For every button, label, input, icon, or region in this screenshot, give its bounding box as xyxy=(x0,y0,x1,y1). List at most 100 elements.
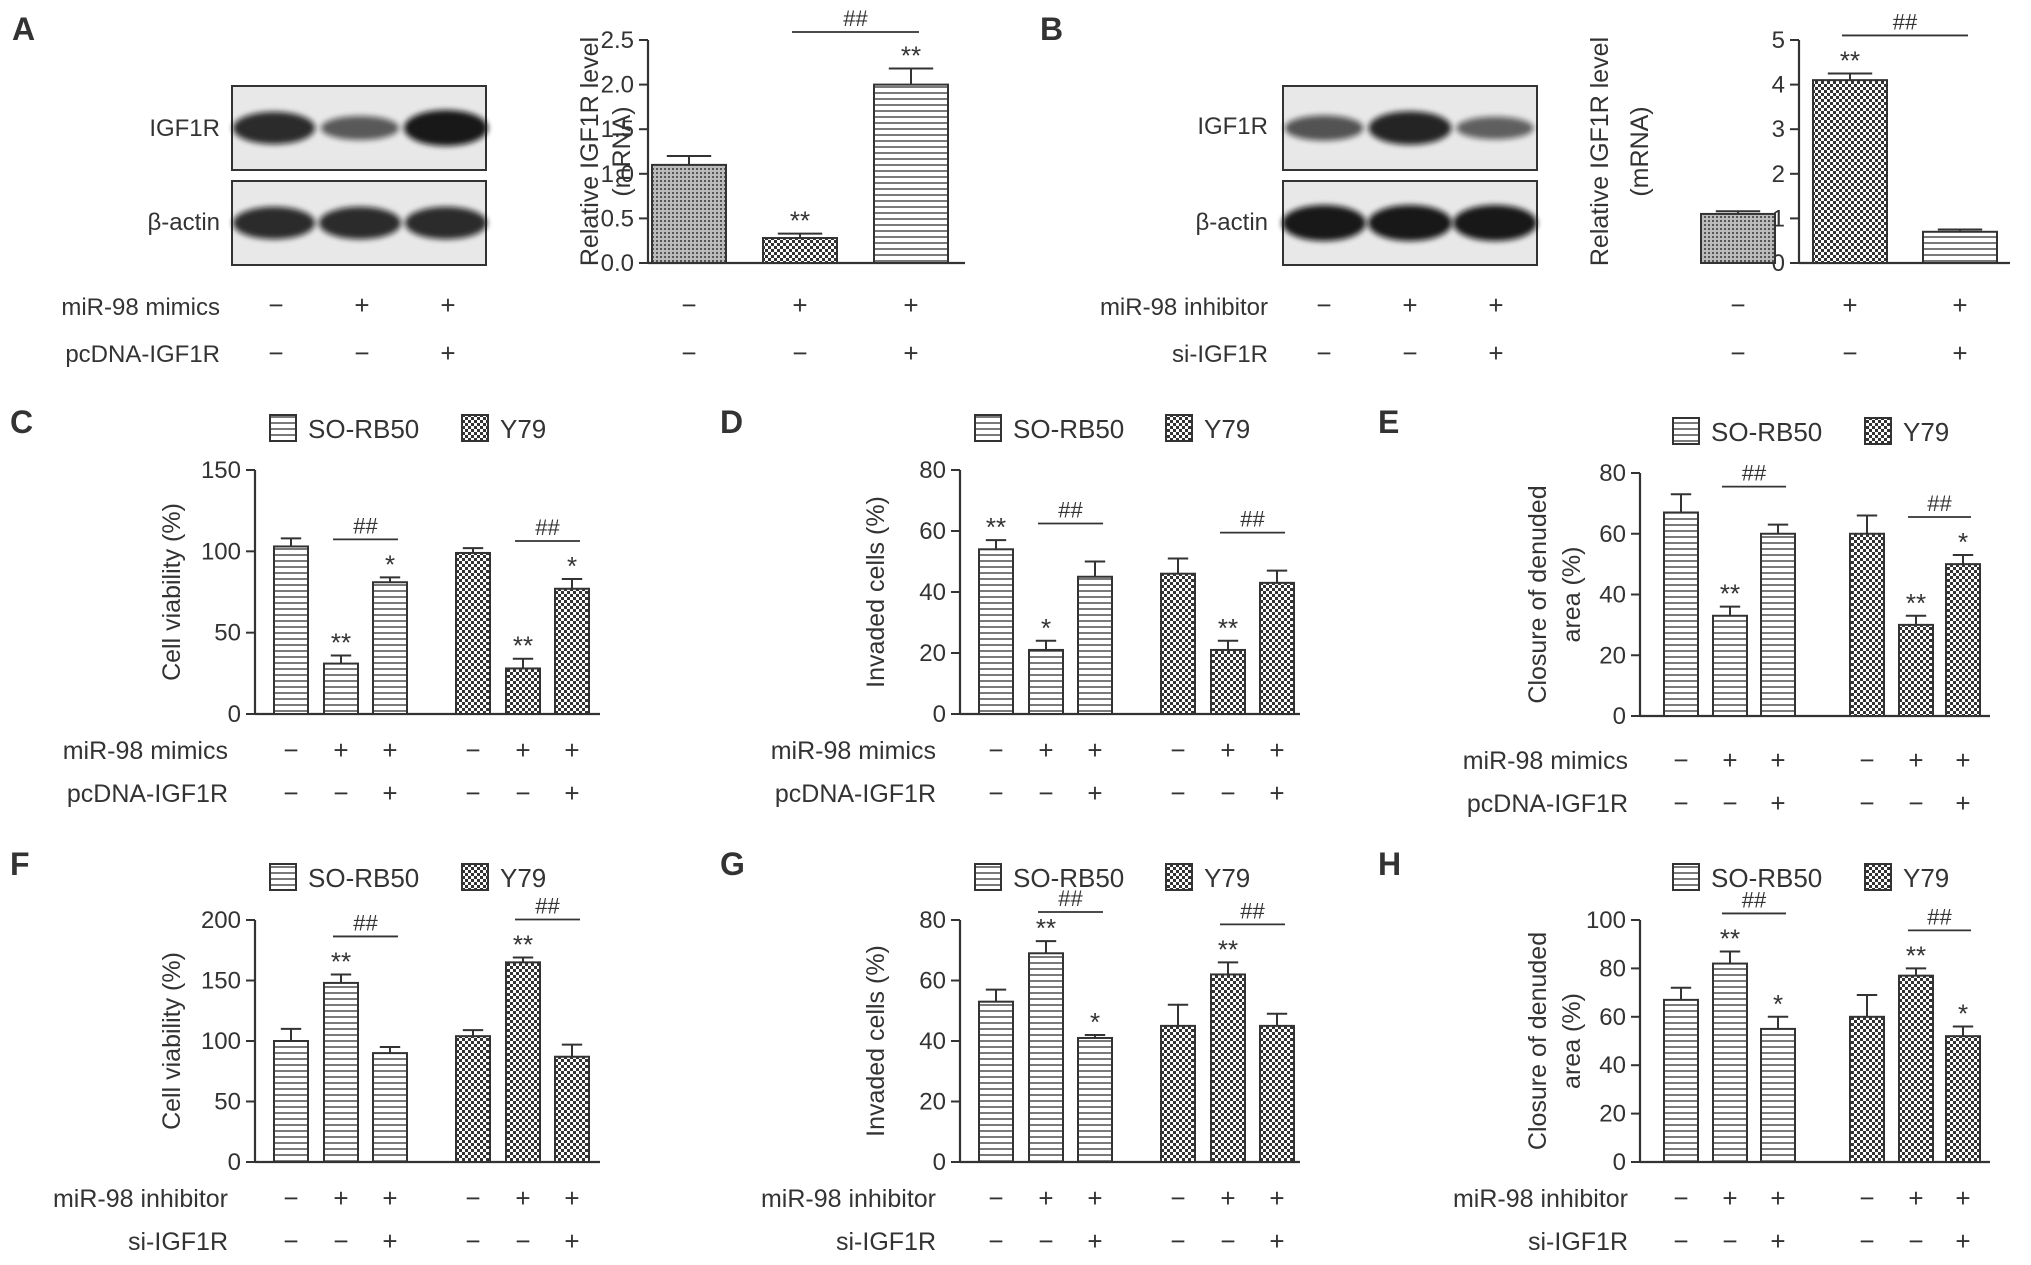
significance-label: * xyxy=(1958,998,1968,1028)
bar xyxy=(1945,563,1981,717)
condition-mark: + xyxy=(1770,788,1785,818)
condition-mark: − xyxy=(1170,1226,1185,1256)
condition-mark: + xyxy=(1402,290,1417,320)
blot-band xyxy=(1456,116,1534,140)
legend-f: SO-RB50 Y79 xyxy=(269,863,546,893)
significance-label: ** xyxy=(1218,934,1238,964)
bar xyxy=(1898,974,1934,1163)
bracket-label: ## xyxy=(1058,886,1083,911)
condition-mark: − xyxy=(681,290,696,320)
condition-mark: − xyxy=(1730,338,1745,368)
condition-mark: − xyxy=(1316,338,1331,368)
bar xyxy=(1028,952,1064,1164)
blot-band xyxy=(1284,115,1364,141)
condition-mark: + xyxy=(1770,1183,1785,1213)
condition-label: miR-98 mimics xyxy=(1463,747,1628,775)
y-tick-label: 40 xyxy=(919,579,946,606)
condition-mark: + xyxy=(1269,1226,1284,1256)
bar xyxy=(1700,212,1776,265)
bar xyxy=(1210,973,1246,1164)
bar xyxy=(323,981,359,1163)
blot-condition-label-2: si-IGF1R xyxy=(1172,341,1268,368)
condition-mark: + xyxy=(1488,338,1503,368)
y-tick-label: 60 xyxy=(919,968,946,995)
y-tick-label: 1.0 xyxy=(601,161,634,188)
condition-mark: + xyxy=(354,290,369,320)
bar xyxy=(273,1040,309,1163)
y-axis-label: Cell viability (%) xyxy=(158,503,186,681)
condition-label: miR-98 inhibitor xyxy=(1453,1185,1628,1213)
condition-mark: + xyxy=(382,735,397,765)
blot-label-actin: β-actin xyxy=(148,209,221,236)
panel-letter-a: A xyxy=(12,11,35,47)
condition-mark: + xyxy=(1770,745,1785,775)
y-tick-label: 150 xyxy=(201,968,241,995)
condition-mark: + xyxy=(1722,1183,1737,1213)
y-tick-label: 20 xyxy=(919,640,946,667)
significance-label: * xyxy=(1041,613,1051,643)
condition-mark: − xyxy=(465,735,480,765)
condition-mark: − xyxy=(1220,778,1235,808)
significance-label: ** xyxy=(331,946,351,976)
bar xyxy=(1945,1035,1981,1164)
bar xyxy=(1760,1027,1796,1164)
condition-mark: + xyxy=(1087,1183,1102,1213)
condition-mark: − xyxy=(465,1183,480,1213)
blot-band xyxy=(404,110,488,146)
blot-band xyxy=(1368,205,1452,241)
significance-label: ** xyxy=(1840,45,1860,75)
panel-letter-e: E xyxy=(1378,404,1399,440)
condition-mark: − xyxy=(1038,778,1053,808)
y-axis-label: Invaded cells (%) xyxy=(862,496,890,688)
legend-label-so-rb50: SO-RB50 xyxy=(308,863,419,893)
y-tick-label: 2 xyxy=(1772,161,1785,188)
blot-band xyxy=(318,206,402,240)
significance-label: * xyxy=(1090,1007,1100,1037)
bar xyxy=(1849,532,1885,717)
condition-mark: − xyxy=(1673,745,1688,775)
bar xyxy=(455,551,491,716)
y-tick-label: 0 xyxy=(933,1149,946,1176)
legend-swatch-y79 xyxy=(1864,863,1892,891)
significance-label: ** xyxy=(331,627,351,657)
bracket-label: ## xyxy=(1927,904,1952,929)
bracket-label: ## xyxy=(1240,507,1265,532)
y-tick-label: 60 xyxy=(1599,1004,1626,1031)
condition-mark: + xyxy=(382,778,397,808)
significance-label: * xyxy=(1958,527,1968,557)
y-tick-label: 100 xyxy=(201,538,241,565)
y-tick-label: 40 xyxy=(919,1028,946,1055)
condition-mark: − xyxy=(465,778,480,808)
condition-mark: + xyxy=(1722,745,1737,775)
condition-mark: + xyxy=(1955,788,1970,818)
legend-label-so-rb50: SO-RB50 xyxy=(1013,863,1124,893)
condition-label: pcDNA-IGF1R xyxy=(775,780,936,808)
bracket-label: ## xyxy=(535,515,560,540)
condition-mark: − xyxy=(988,1226,1003,1256)
bracket-label: ## xyxy=(1742,461,1767,486)
condition-mark: − xyxy=(1859,788,1874,818)
legend-label-so-rb50: SO-RB50 xyxy=(1013,414,1124,444)
bracket-label: ## xyxy=(535,894,560,919)
significance-label: * xyxy=(1773,989,1783,1019)
condition-mark: + xyxy=(564,778,579,808)
significance-label: ** xyxy=(790,206,810,236)
bracket-label: ## xyxy=(1240,898,1265,923)
legend-d: SO-RB50 Y79 xyxy=(974,414,1250,444)
condition-mark: + xyxy=(1955,1226,1970,1256)
condition-mark: − xyxy=(1673,1183,1688,1213)
legend-swatch-so-rb50 xyxy=(269,414,297,442)
y-tick-label: 1.5 xyxy=(601,116,634,143)
blot-band xyxy=(1282,205,1366,241)
condition-mark: + xyxy=(903,338,918,368)
condition-mark: + xyxy=(1038,735,1053,765)
y-tick-label: 0 xyxy=(228,1149,241,1176)
y-tick-label: 60 xyxy=(1599,521,1626,548)
significance-label: ** xyxy=(901,41,921,71)
y-tick-label: 20 xyxy=(1599,642,1626,669)
blot-condition-label-1: miR-98 mimics xyxy=(61,294,220,321)
